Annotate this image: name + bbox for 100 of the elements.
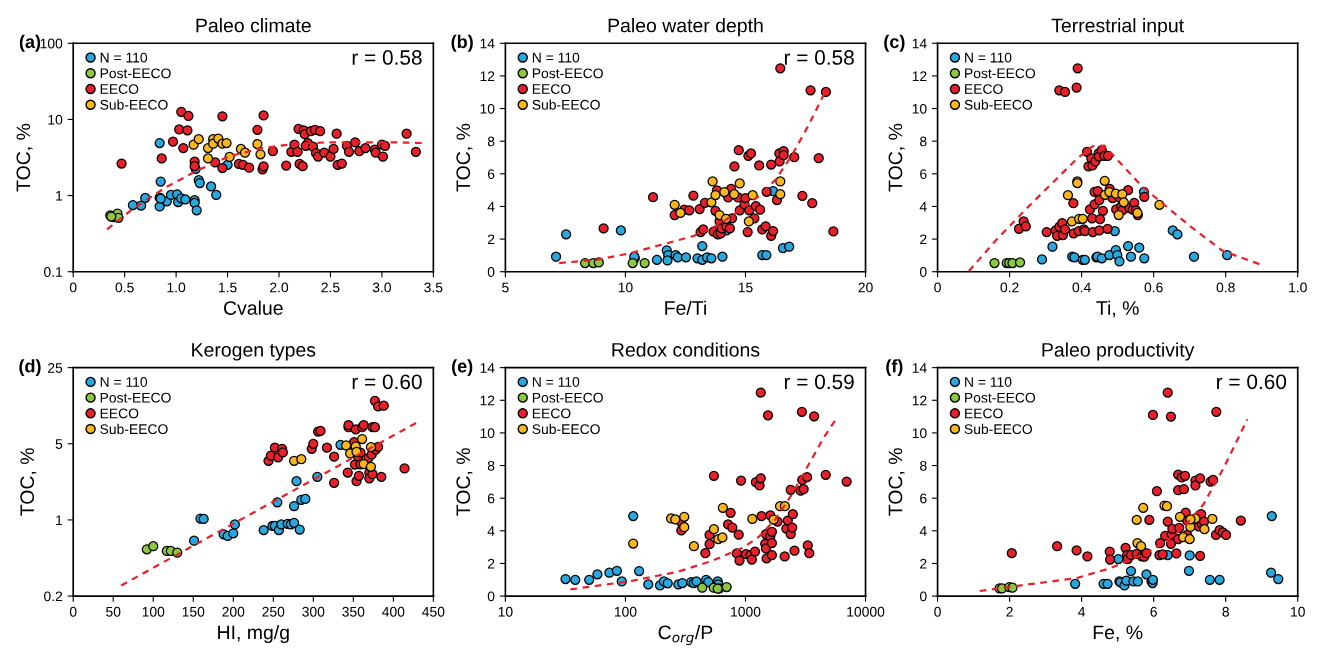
y-tick-label: 25 [48,362,63,373]
y-axis-title: TOC, % [456,448,473,516]
legend-label: EECO [532,84,571,94]
legend-label: N = 110 [532,377,580,387]
annotation: r = 0.58 [784,50,854,65]
legend-label: EECO [100,408,139,419]
x-tick-label: 2 [1006,606,1013,617]
x-tick-label: 0.8 [1216,282,1235,293]
x-tick-label: 0.2 [1000,282,1019,293]
y-tick-label: 4 [487,526,495,536]
y-axis-title: TOC, % [888,448,905,516]
x-tick-label: 150 [182,606,205,617]
y-tick-label: 6 [487,169,495,179]
y-tick-label: 10 [480,428,495,439]
y-tick-label: 10 [48,114,63,125]
text: (a) [19,34,41,52]
x-tick-label: 10 [498,606,513,617]
y-tick-label: 8 [920,460,927,471]
legend-label: Post-EECO [532,392,603,403]
x-tick-label: 50 [106,606,121,617]
chart-title: Redox conditions [612,342,760,357]
x-tick-label: 5 [502,282,509,293]
y-tick-label: 14 [480,363,495,373]
chart-title: Paleo climate [196,18,311,33]
legend-label: N = 110 [100,52,148,63]
annotation: r = 0.60 [352,374,422,390]
x-tick-label: 1.5 [218,282,237,293]
y-tick-label: 1 [56,515,63,525]
y-tick-label: 0.2 [44,591,63,602]
x-tick-label: 15 [738,282,753,293]
x-tick-label: 250 [262,606,285,617]
y-tick-label: 12 [480,395,495,406]
x-axis-title: C$_{org}$/P [658,624,713,646]
y-tick-label: 12 [912,71,927,81]
x-tick-label: 0.5 [115,282,134,293]
legend-label: Post-EECO [532,68,603,79]
x-tick-label: 200 [222,606,245,617]
x-axis-title: Fe/Ti [665,300,706,315]
x-tick-label: 0 [69,282,77,293]
legend-label: N = 110 [965,377,1012,387]
text: (b) [451,34,473,52]
y-tick-label: 5 [55,439,63,449]
x-tick-label: 0.6 [1144,282,1163,293]
legend-label: EECO [965,84,1003,94]
chart-title: Kerogen types [192,343,316,361]
y-axis-title: TOC, % [20,448,37,516]
legend-label: EECO [532,408,571,419]
x-axis-title: HI, mg/g [218,624,289,644]
legend-label: N = 110 [965,52,1012,63]
y-tick-label: 0 [919,267,927,277]
annotation: r = 0.59 [784,374,854,390]
legend-label: Sub-EECO [964,423,1032,435]
x-tick-label: 1.0 [167,282,186,293]
x-tick-label: 2.5 [321,282,340,293]
legend-label: EECO [100,84,139,94]
y-tick-label: 8 [487,460,495,471]
text: (c) [884,34,905,52]
x-tick-label: 8 [1222,606,1229,617]
text: (e) [452,359,473,377]
y-tick-label: 4 [919,201,927,212]
legend-label: Post-EECO [100,68,171,79]
x-tick-label: 0 [934,282,941,293]
y-tick-label: 1 [56,191,63,201]
y-tick-label: 8 [487,136,495,147]
x-tick-label: 3.5 [424,282,443,293]
y-tick-label: 0 [487,267,495,277]
annotation: r = 0.60 [1217,374,1287,390]
y-tick-label: 10 [912,428,927,439]
x-axis-title: Ti, % [1096,300,1139,318]
x-tick-label: 10 [618,282,633,293]
y-tick-label: 10 [480,103,495,114]
annotation: r = 0.58 [352,50,422,65]
x-tick-label: 450 [422,606,445,617]
y-tick-label: 2 [487,234,495,245]
x-axis-title: Cvalue [224,300,283,315]
y-tick-label: 0.1 [44,267,63,277]
legend-label: N = 110 [532,52,580,63]
legend-label: Post-EECO [965,68,1036,79]
legend-label: EECO [965,408,1003,419]
x-axis-title: Fe, % [1093,625,1143,642]
y-tick-label: 6 [487,493,495,504]
x-tick-label: 6 [1150,606,1157,617]
legend-label: Sub-EECO [532,423,600,435]
y-tick-label: 2 [487,558,495,569]
legend-label: Sub-EECO [964,99,1032,110]
x-tick-label: 0.4 [1072,282,1091,293]
text: (f) [886,359,903,377]
y-tick-label: 100 [40,38,63,49]
legend-label: Post-EECO [100,392,171,403]
y-tick-label: 4 [919,526,927,536]
y-tick-label: 2 [920,234,927,245]
y-axis-title: TOC, % [888,123,905,192]
legend-label: N = 110 [100,377,148,387]
y-tick-label: 12 [912,395,927,406]
chart-title: Terrestrial input [1051,18,1184,37]
x-tick-label: 100 [142,606,165,617]
legend-label: Sub-EECO [100,423,168,435]
x-tick-label: 400 [382,606,405,617]
x-tick-label: 1000 [731,606,761,617]
x-tick-label: 300 [302,606,325,617]
